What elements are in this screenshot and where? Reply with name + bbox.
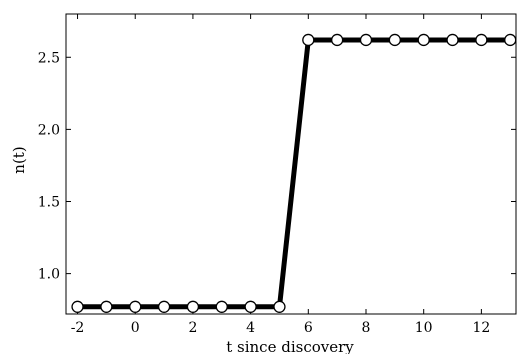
data-point: [157, 300, 171, 313]
data-point: [504, 33, 517, 47]
y-axis-label: n(t): [10, 146, 28, 173]
series-line: [77, 37, 511, 310]
data-point: [302, 33, 315, 47]
data-point: [71, 300, 84, 313]
data-point: [215, 300, 228, 313]
plot-area: [65, 13, 517, 315]
x-axis-label: t since discovery: [226, 338, 354, 354]
x-tick-label: 12: [472, 320, 490, 336]
x-axis: -2 0 2 4 6 8 10 12: [71, 14, 490, 336]
y-tick-label: 2.0: [38, 122, 60, 138]
data-point: [331, 33, 344, 47]
data-point: [388, 33, 401, 47]
x-tick-label: 8: [362, 320, 371, 336]
data-point: [273, 300, 286, 313]
data-point: [129, 300, 142, 313]
data-point: [359, 33, 373, 47]
x-tick-label: 4: [246, 320, 255, 336]
data-point: [475, 33, 488, 47]
y-tick-label: 1.0: [38, 267, 60, 283]
y-tick-label: 1.5: [38, 195, 60, 211]
data-point: [446, 33, 459, 47]
x-tick-label: 6: [304, 320, 313, 336]
plot-frame: [65, 13, 517, 315]
data-point: [244, 300, 257, 313]
series-layer: [71, 33, 517, 313]
data-point: [100, 300, 113, 313]
data-point: [186, 300, 200, 313]
x-tick-label: 2: [188, 320, 197, 336]
x-tick-label: -2: [71, 320, 85, 336]
data-point: [417, 33, 430, 47]
y-tick-label: 2.5: [38, 50, 60, 66]
x-tick-label: 10: [415, 320, 433, 336]
y-axis: 1.0 1.5 2.0 2.5: [38, 50, 516, 283]
x-tick-label: 0: [131, 320, 140, 336]
